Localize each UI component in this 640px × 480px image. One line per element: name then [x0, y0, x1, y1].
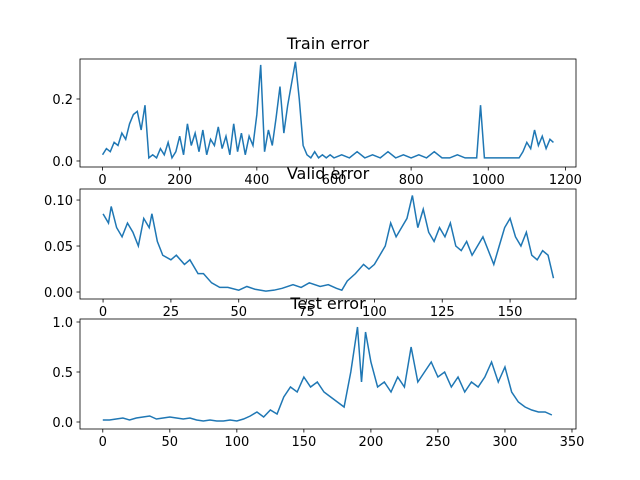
- x-tick-label: 400: [244, 173, 269, 188]
- y-tick-label: 0.0: [52, 416, 73, 431]
- x-tick-label: 1200: [549, 173, 582, 188]
- x-tick-label: 100: [362, 305, 387, 320]
- x-tick-label: 150: [498, 305, 523, 320]
- y-tick-label: 1.0: [52, 316, 73, 331]
- y-tick-label: 0.10: [44, 194, 73, 209]
- axes-frame: [79, 58, 577, 168]
- x-tick-label: 800: [399, 173, 424, 188]
- y-tick-label: 0.0: [52, 155, 73, 170]
- x-tick-label: 50: [230, 305, 247, 320]
- x-tick-label: 350: [560, 435, 585, 450]
- y-tick-label: 0.00: [44, 286, 73, 301]
- subplot-title: Valid error: [287, 164, 370, 183]
- x-tick-label: 150: [291, 435, 316, 450]
- x-tick-label: 1000: [472, 173, 505, 188]
- x-tick-label: 50: [162, 435, 179, 450]
- axes-frame: [79, 188, 577, 300]
- x-tick-label: 0: [99, 305, 107, 320]
- subplot-title: Train error: [286, 34, 370, 53]
- data-line: [102, 326, 553, 422]
- x-tick-label: 300: [493, 435, 518, 450]
- subplot-title: Test error: [289, 294, 366, 313]
- x-tick-label: 250: [426, 435, 451, 450]
- y-tick-label: 0.05: [44, 240, 73, 255]
- y-tick-label: 0.2: [52, 93, 73, 108]
- x-tick-label: 100: [224, 435, 249, 450]
- data-line: [102, 195, 555, 292]
- x-tick-label: 200: [167, 173, 192, 188]
- x-tick-label: 25: [163, 305, 180, 320]
- x-tick-label: 75: [298, 305, 315, 320]
- x-tick-label: 0: [99, 435, 107, 450]
- x-tick-label: 125: [430, 305, 455, 320]
- x-tick-label: 0: [98, 173, 106, 188]
- y-tick-label: 0.5: [52, 366, 73, 381]
- data-line: [101, 61, 554, 160]
- x-tick-label: 600: [322, 173, 347, 188]
- x-tick-label: 200: [358, 435, 383, 450]
- axes-frame: [79, 318, 577, 430]
